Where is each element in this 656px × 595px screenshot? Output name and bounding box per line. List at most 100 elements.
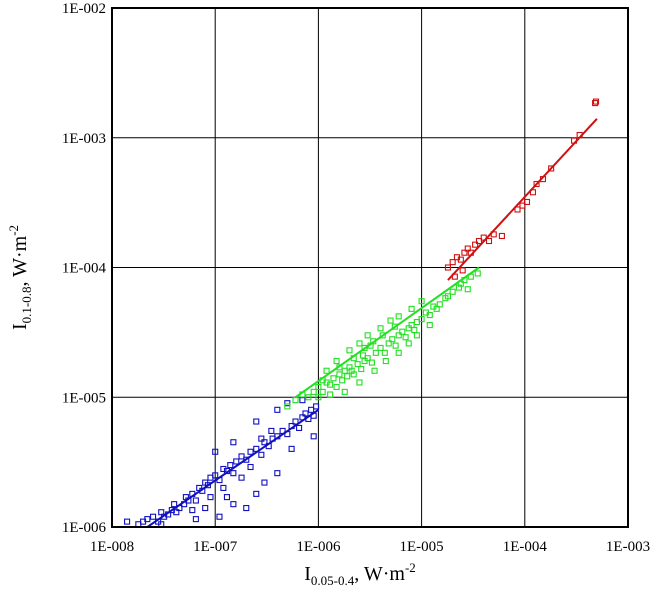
data-point: [310, 412, 317, 419]
x-tick-label: 1E-004: [503, 539, 548, 555]
fit-line: [294, 266, 480, 399]
x-tick-label: 1E-005: [400, 539, 444, 555]
data-point: [451, 273, 458, 280]
data-point: [344, 373, 351, 380]
data-point: [313, 403, 320, 410]
data-point: [319, 388, 326, 395]
data-point: [361, 344, 368, 351]
y-axis-label-sub: 0.1-0.8: [19, 287, 34, 324]
data-point: [341, 388, 348, 395]
data-point: [485, 237, 493, 245]
data-point: [292, 397, 299, 404]
data-point: [358, 365, 365, 373]
y-tick-labels: 1E-006 1E-005 1E-004 1E-003 1E-002: [62, 1, 107, 536]
data-point: [474, 270, 481, 277]
data-point: [299, 414, 306, 421]
data-point: [459, 267, 466, 274]
data-point: [212, 448, 219, 455]
data-point: [461, 249, 468, 256]
data-point: [199, 487, 206, 494]
x-axis-label-main: I: [304, 563, 311, 585]
y-axis-label-sup: -2: [6, 225, 21, 236]
data-point: [475, 237, 483, 245]
data-point: [395, 332, 402, 339]
data-point: [498, 232, 505, 240]
data-point: [220, 484, 227, 491]
data-point: [288, 422, 295, 430]
data-point: [192, 497, 199, 504]
data-point: [247, 463, 254, 471]
data-point: [379, 332, 386, 339]
data-point: [371, 367, 378, 374]
data-point: [408, 305, 415, 312]
data-point: [243, 504, 250, 512]
data-point: [284, 403, 291, 410]
data-point: [339, 377, 346, 384]
data-point: [308, 406, 315, 413]
data-point: [346, 347, 353, 354]
x-tick-label: 1E-003: [606, 539, 650, 555]
data-point: [230, 470, 237, 477]
data-point: [181, 501, 188, 508]
data-point: [144, 516, 151, 523]
data-point: [176, 504, 183, 512]
data-point: [391, 323, 398, 330]
data-point: [519, 202, 526, 209]
data-point: [227, 462, 234, 469]
data-point: [310, 433, 317, 440]
data-point: [171, 501, 178, 508]
data-point: [323, 367, 330, 374]
data-point: [330, 375, 337, 382]
x-tick-labels: 1E-008 1E-007 1E-006 1E-005 1E-004 1E-003: [90, 539, 650, 555]
grid: [111, 7, 629, 528]
data-point: [212, 472, 219, 479]
data-point: [405, 340, 412, 347]
data-point: [230, 439, 237, 446]
data-point: [368, 359, 375, 366]
data-point: [268, 427, 275, 434]
data-point: [284, 431, 291, 438]
data-point: [258, 435, 265, 442]
data-point: [150, 513, 157, 520]
data-point: [296, 424, 303, 431]
x-axis-label-rest: , W·m: [354, 563, 405, 585]
data-point: [348, 367, 355, 374]
data-point: [327, 381, 334, 388]
data-point: [327, 391, 334, 398]
x-tick-label: 1E-008: [90, 539, 134, 555]
data-point: [247, 448, 254, 455]
data-point: [444, 293, 451, 300]
y-tick-label: 1E-002: [62, 1, 106, 17]
fit-line: [146, 408, 319, 528]
data-point: [261, 439, 268, 446]
data-point: [411, 326, 418, 334]
y-axis-label: I0.1-0.8, W·m-2: [6, 225, 34, 330]
data-point: [333, 383, 340, 391]
data-point: [274, 433, 281, 440]
data-point: [455, 284, 462, 291]
x-axis-label: I0.05-0.4, W·m-2: [304, 560, 416, 588]
data-point: [449, 259, 456, 266]
data-point: [310, 388, 317, 395]
data-point: [336, 371, 343, 378]
data-point: [523, 198, 531, 206]
data-point: [467, 273, 474, 280]
y-tick-label: 1E-005: [62, 390, 106, 406]
data-point: [539, 176, 547, 183]
data-point: [399, 328, 406, 335]
fit-lines: [146, 118, 598, 528]
data-point: [354, 361, 361, 368]
data-point: [189, 507, 196, 514]
data-point: [367, 342, 374, 349]
data-point: [426, 312, 433, 319]
data-point: [274, 406, 281, 413]
data-point: [279, 427, 286, 434]
data-point: [418, 298, 425, 305]
data-point: [395, 349, 402, 356]
data-point: [233, 458, 240, 465]
data-point: [480, 234, 487, 241]
data-point: [305, 415, 312, 423]
data-point: [315, 394, 322, 401]
y-tick-label: 1E-003: [62, 131, 106, 147]
data-point: [288, 445, 295, 452]
